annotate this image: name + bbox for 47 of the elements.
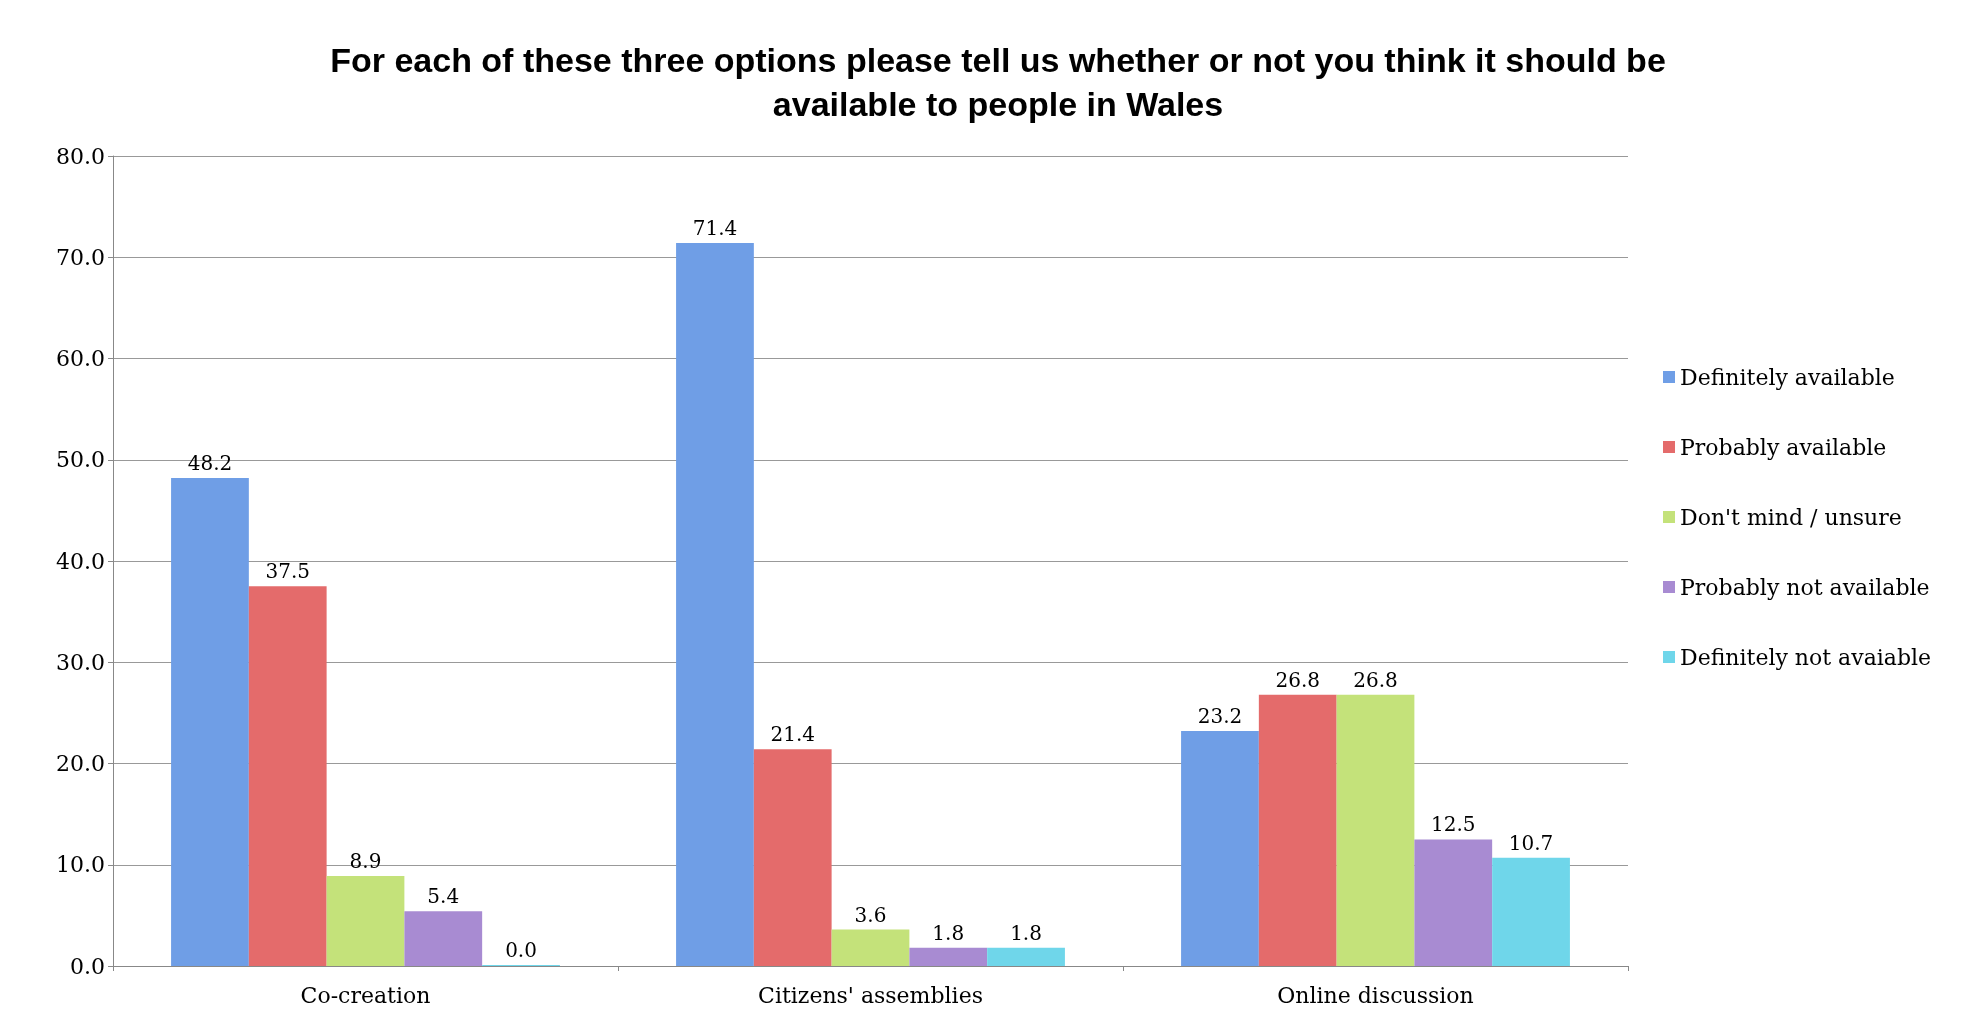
data-label: 0.0 (505, 938, 537, 962)
data-label: 26.8 (1275, 667, 1320, 692)
bar (1258, 694, 1337, 966)
y-tick-label: 50.0 (56, 447, 105, 473)
bar (987, 947, 1065, 966)
bar (753, 749, 832, 966)
data-label: 48.2 (187, 450, 233, 475)
data-label: 1.8 (932, 920, 965, 945)
bar (326, 875, 405, 966)
bar (676, 243, 754, 966)
x-tick-label: Co-creation (300, 982, 431, 1008)
y-tick-label: 70.0 (56, 244, 105, 270)
x-tick-label: Citizens' assemblies (758, 982, 983, 1008)
legend-label: Don't mind / unsure (1680, 504, 1902, 530)
y-tick-label: 30.0 (56, 649, 105, 675)
data-label: 12.5 (1431, 812, 1476, 837)
data-label: 5.4 (427, 884, 460, 909)
legend-label: Probably available (1680, 434, 1887, 460)
legend-label: Definitely available (1680, 364, 1895, 390)
data-label: 26.8 (1353, 667, 1398, 692)
y-tick-label: 10.0 (56, 852, 105, 878)
bar (831, 929, 910, 966)
bar (1414, 839, 1493, 966)
legend-label: Probably not available (1680, 574, 1930, 600)
data-label: 10.7 (1508, 830, 1554, 855)
data-label: 37.5 (265, 559, 310, 584)
y-tick-label: 0.0 (70, 953, 105, 979)
x-tick-label: Online discussion (1277, 982, 1474, 1008)
y-tick-label: 40.0 (56, 548, 105, 574)
bar (1181, 731, 1259, 966)
bar (248, 586, 327, 966)
data-label: 71.4 (692, 216, 738, 241)
data-label: 23.2 (1197, 704, 1243, 729)
bar (171, 477, 249, 966)
y-tick-label: 80.0 (56, 143, 105, 169)
y-tick-label: 20.0 (56, 751, 105, 776)
bar (1492, 857, 1570, 966)
data-label: 21.4 (770, 722, 815, 747)
chart-title: For each of these three options please tell us whether or not you think it should be available to people in Wales (330, 41, 1666, 123)
bar (404, 911, 483, 966)
bar (1336, 694, 1415, 966)
data-label: 8.9 (349, 848, 382, 873)
legend-label: Definitely not avaiable (1680, 644, 1932, 670)
y-tick-label: 60.0 (56, 346, 105, 371)
bar (909, 947, 988, 966)
data-label: 3.6 (854, 902, 887, 927)
data-label: 1.8 (1010, 920, 1042, 945)
